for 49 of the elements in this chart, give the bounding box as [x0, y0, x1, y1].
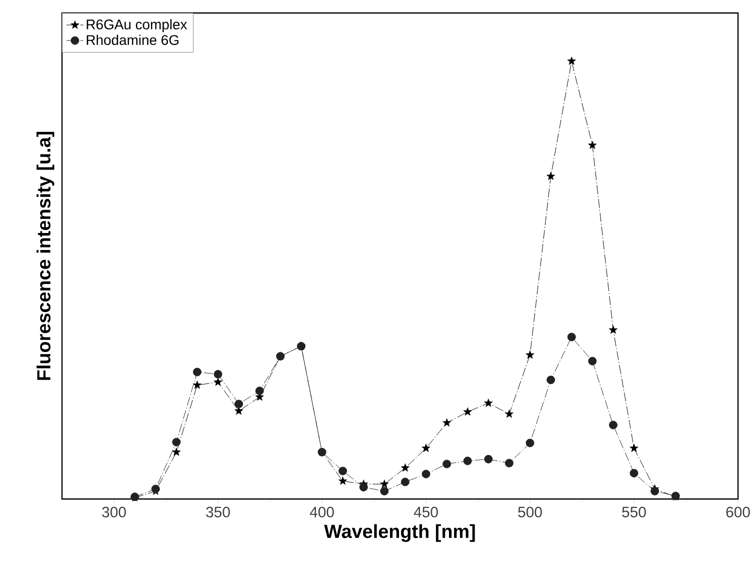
point: [234, 400, 244, 408]
point: [422, 470, 430, 478]
point: [463, 456, 472, 466]
point: [400, 478, 410, 486]
point: [567, 56, 576, 66]
x-tick-label: 400: [310, 506, 334, 518]
point: [608, 325, 618, 334]
x-tick-label: 500: [518, 506, 542, 518]
point: [546, 376, 556, 384]
point: [442, 460, 452, 468]
x-tick-label: 300: [102, 506, 126, 518]
point: [526, 438, 534, 448]
x-tick-label: 450: [414, 506, 438, 518]
point: [380, 486, 389, 496]
legend-label: Rhodamine 6G: [86, 34, 178, 46]
point: [400, 463, 410, 472]
point: [608, 420, 618, 430]
point: [214, 370, 222, 378]
x-tick-label: 550: [622, 506, 646, 518]
point: [650, 486, 660, 496]
point: [546, 172, 556, 180]
point: [359, 482, 368, 492]
x-axis-title: Wavelength [nm]: [324, 524, 475, 542]
point: [567, 332, 576, 342]
point: [213, 377, 223, 386]
point: [463, 407, 472, 416]
point: [192, 368, 202, 376]
point: [172, 438, 181, 446]
point: [630, 468, 638, 478]
point: [338, 466, 348, 476]
point: [588, 140, 597, 150]
point: [504, 409, 514, 418]
point: [192, 380, 202, 390]
x-tick-label: 600: [726, 506, 750, 518]
point: [629, 443, 639, 452]
y-axis-title: Fluorescence intensity [u.a]: [36, 132, 54, 380]
point: [338, 476, 348, 485]
point: [484, 454, 493, 464]
point: [172, 447, 181, 456]
point: [504, 458, 514, 468]
x-tick-label: 350: [206, 506, 230, 518]
legend-label: R6GAu complex: [86, 19, 188, 32]
point: [442, 418, 452, 427]
point: [525, 350, 535, 359]
point: [588, 356, 597, 366]
point: [421, 443, 431, 452]
point: [255, 386, 264, 396]
point: [484, 398, 493, 407]
point: [380, 479, 389, 488]
